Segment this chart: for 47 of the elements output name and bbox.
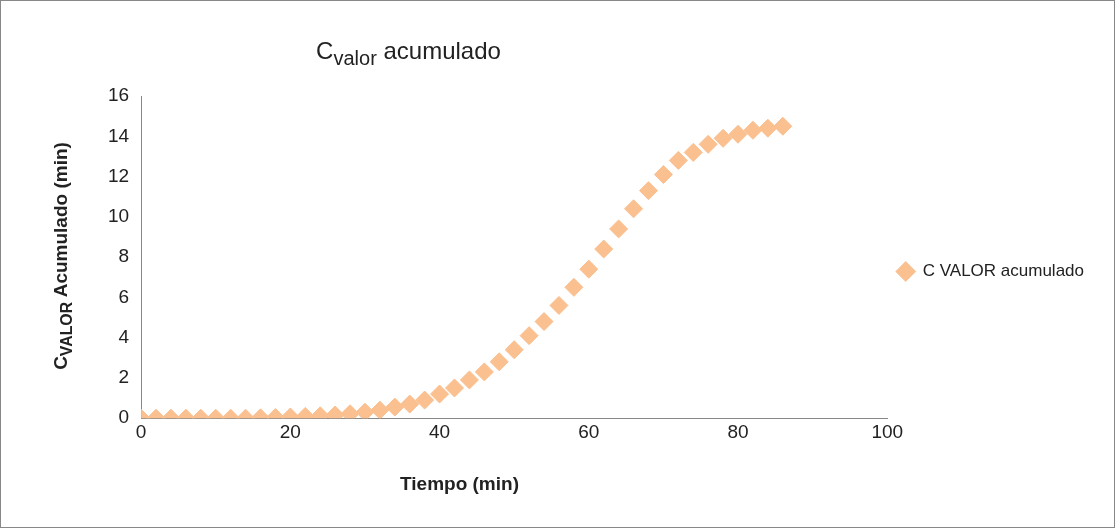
point [668,150,688,170]
chart-title: C$_{valor}$ acumulado [315,37,502,70]
x-tick-label: 40 [429,420,451,442]
y-tick-label: 4 [118,325,130,347]
y-tick-label: 6 [118,285,130,307]
y-tick-label: 14 [107,124,130,146]
point [609,219,629,239]
point [534,312,554,332]
point [459,370,479,390]
x-tick-label: 100 [871,420,904,442]
point [579,259,599,279]
point [549,295,569,315]
point [474,362,494,382]
y-tick-label: 16 [107,84,130,106]
point [400,394,420,414]
point [355,402,375,419]
y-tick-label: 10 [107,205,130,227]
point [415,390,435,410]
point [445,378,464,398]
x-tick-label: 0 [135,420,147,442]
point [430,384,450,404]
y-tick-label: 2 [118,366,130,388]
x-axis-title: Tiempo (min) [399,473,520,495]
x-tick-label: 60 [578,420,600,442]
point [564,277,584,297]
point [594,239,614,259]
point [504,340,524,360]
point [370,400,390,419]
point [743,120,763,140]
point [758,118,778,138]
x-tick-label: 80 [727,420,749,442]
point [773,116,793,136]
point [653,165,673,185]
point [638,181,658,201]
point [385,397,405,417]
y-tick-label: 8 [118,245,130,267]
point [489,352,509,372]
point [698,134,718,154]
point [683,142,703,162]
x-tick-label: 20 [279,420,301,442]
point [519,326,539,346]
y-tick-label: 0 [118,406,130,428]
point [728,124,748,144]
y-tick-label: 12 [107,164,130,186]
point [624,199,644,219]
point [713,128,733,148]
legend-label: C VALOR acumulado [922,261,1085,281]
